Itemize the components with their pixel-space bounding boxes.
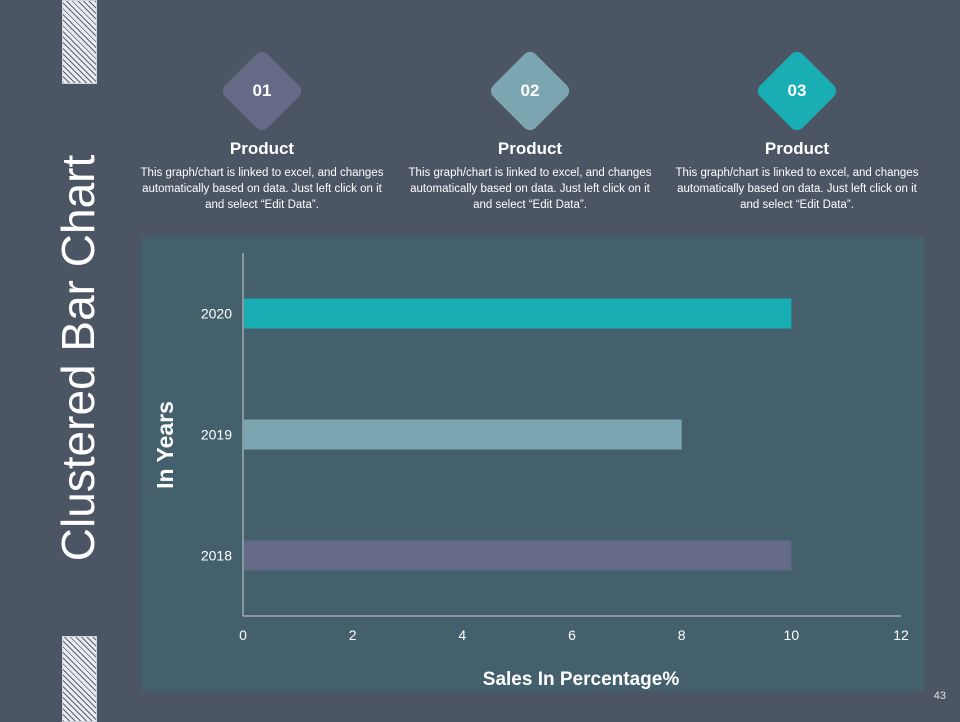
card-text-1: This graph/chart is linked to excel, and…	[140, 167, 384, 211]
x-tick-label-12: 12	[893, 627, 909, 643]
x-axis-title: Sales In Percentage%	[483, 669, 680, 690]
y-tick-label-2018: 2018	[201, 548, 232, 564]
x-tick-label-2: 2	[349, 627, 357, 643]
x-tick-label-4: 4	[458, 627, 466, 643]
card-number-1: 01	[252, 81, 272, 100]
x-tick-label-10: 10	[784, 627, 800, 643]
bar-chart: 2018 2019 2020 0 2 4 6 8 10 12 Sales In Percenta…	[152, 253, 909, 690]
bar-2020	[244, 298, 792, 329]
card-number-2: 02	[520, 81, 540, 100]
decorative-hatch-top	[62, 0, 97, 84]
card-title-1: Product	[229, 139, 295, 158]
bar-2019	[244, 419, 682, 450]
product-card-1: 01 Product This graph/chart is linked to…	[134, 46, 390, 213]
product-card-2: 02 Product This graph/chart is linked to…	[402, 46, 658, 213]
x-tick-label-0: 0	[239, 627, 247, 643]
y-tick-label-2019: 2019	[201, 427, 232, 443]
y-tick-label-2020: 2020	[201, 306, 232, 322]
x-tick-label-8: 8	[678, 627, 686, 643]
diamond-badge-3: 03	[752, 46, 842, 136]
card-text-3: This graph/chart is linked to excel, and…	[675, 167, 919, 211]
decorative-hatch-bottom	[62, 636, 97, 722]
bar-2018	[244, 540, 792, 571]
card-text-2: This graph/chart is linked to excel, and…	[408, 167, 652, 211]
chart-panel: 2018 2019 2020 0 2 4 6 8 10 12 Sales In Percenta…	[141, 237, 924, 691]
product-card-3: 03 Product This graph/chart is linked to…	[669, 46, 925, 213]
page-number: 43	[933, 690, 946, 702]
diamond-badge-2: 02	[485, 46, 575, 136]
slide-title: Clustered Bar Chart	[52, 154, 104, 562]
card-title-2: Product	[497, 139, 563, 158]
y-axis-title: In Years	[152, 401, 178, 489]
card-number-3: 03	[787, 81, 807, 100]
x-tick-label-6: 6	[568, 627, 576, 643]
card-title-3: Product	[764, 139, 830, 158]
diamond-badge-1: 01	[217, 46, 307, 136]
